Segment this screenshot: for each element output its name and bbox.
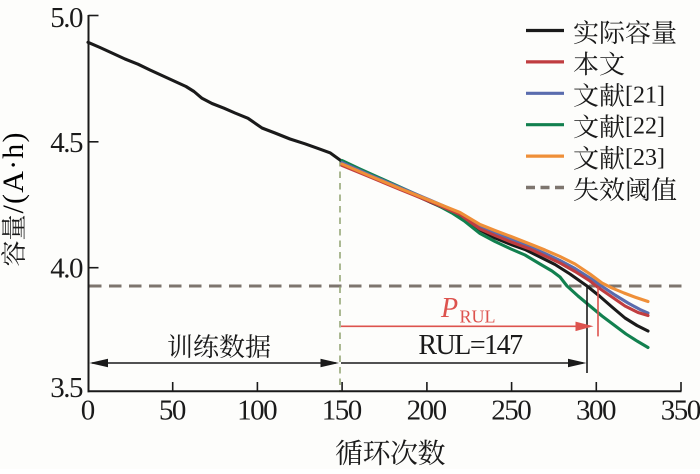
- svg-text:3.5: 3.5: [50, 372, 83, 404]
- svg-text:[23]: [23]: [625, 145, 665, 171]
- svg-text:50: 50: [159, 395, 186, 427]
- svg-text:150: 150: [322, 395, 362, 427]
- svg-text:200: 200: [407, 395, 447, 427]
- svg-text:[21]: [21]: [625, 82, 665, 108]
- svg-text:0: 0: [81, 395, 95, 427]
- svg-text:4.5: 4.5: [50, 127, 83, 159]
- svg-text:P: P: [440, 293, 458, 324]
- svg-text:4.0: 4.0: [50, 252, 83, 284]
- svg-text:350: 350: [661, 395, 700, 427]
- svg-text:RUL: RUL: [460, 307, 496, 327]
- svg-text:RUL=147: RUL=147: [418, 330, 523, 361]
- svg-text:250: 250: [491, 395, 531, 427]
- svg-text:5.0: 5.0: [50, 2, 83, 34]
- svg-text:/(A·h): /(A·h): [0, 131, 30, 213]
- svg-text:[22]: [22]: [625, 114, 665, 140]
- svg-text:300: 300: [576, 395, 616, 427]
- svg-text:100: 100: [237, 395, 277, 427]
